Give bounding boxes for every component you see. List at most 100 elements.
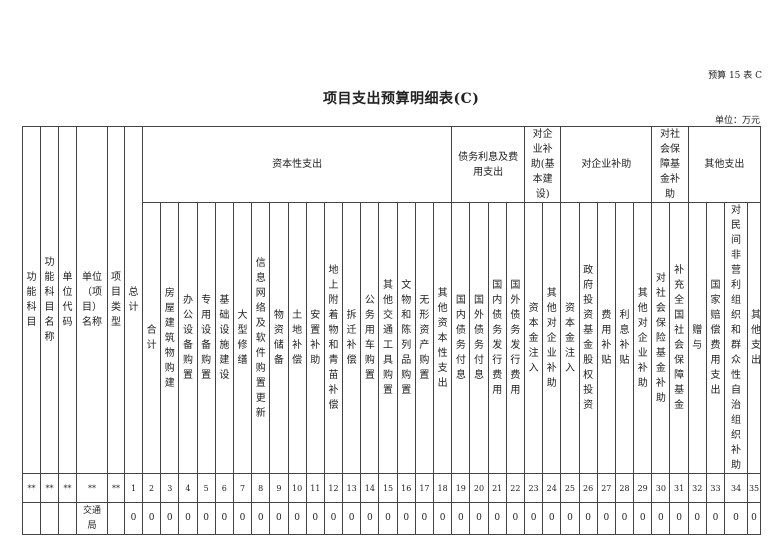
cell-value: 0	[596, 502, 616, 535]
column-number: 23	[523, 473, 544, 503]
column-number: 27	[596, 473, 616, 503]
header-total: 总计	[124, 126, 143, 474]
cell-value: 0	[542, 502, 562, 535]
cell-value: 0	[160, 502, 180, 535]
header-column: 公务用车购置	[360, 202, 380, 474]
unit-label: 单位：万元	[714, 116, 760, 126]
column-number: 12	[323, 473, 344, 503]
cell-function-name	[40, 502, 59, 535]
cell-value: 0	[747, 502, 762, 535]
column-number: 32	[687, 473, 707, 503]
code-marker: **	[76, 473, 108, 503]
table-row: 交通局 0 0 0 0 0 0 0 0 0 0 0 0 0 0 0 0 0 0 0 0 0 0 0 0 0 0 0 0 0 0 0 0 0 0 0	[22, 502, 762, 535]
column-number: 34	[724, 473, 749, 503]
cell-value: 0	[578, 502, 598, 535]
header-column: 国外债务发行费用	[505, 202, 525, 474]
column-number: 30	[651, 473, 671, 503]
header-function-name: 功能科目名称	[40, 126, 59, 474]
column-number: 13	[342, 473, 362, 503]
column-number: 21	[487, 473, 507, 503]
header-column: 对民间非营利组织和群众性自治组织补助	[724, 202, 749, 474]
cell-value: 0	[214, 502, 234, 535]
header-column: 基础设施建设	[214, 202, 234, 474]
header-group: 债务利息及费用支出	[451, 126, 525, 203]
cell-value: 0	[505, 502, 525, 535]
column-number: 18	[432, 473, 453, 503]
cell-unit-code	[58, 502, 77, 535]
cell-value: 0	[669, 502, 689, 535]
column-number: 3	[160, 473, 180, 503]
column-number: 35	[747, 473, 762, 503]
header-column: 信息网络及软件购置更新	[251, 202, 271, 474]
header-column: 利息补贴	[614, 202, 635, 474]
header-column: 合计	[141, 202, 162, 474]
cell-value: 0	[196, 502, 216, 535]
column-number: 15	[378, 473, 398, 503]
header-column: 国外债务付息	[469, 202, 489, 474]
cell-value: 0	[560, 502, 580, 535]
form-number: 预算 15 表 C	[708, 71, 762, 81]
cell-value: 0	[523, 502, 544, 535]
cell-value: 0	[141, 502, 162, 535]
column-number: 4	[178, 473, 198, 503]
header-unit-code: 单位代码	[58, 126, 77, 474]
cell-unit-name: 交通局	[76, 502, 108, 535]
column-number: 22	[505, 473, 525, 503]
header-group-row: 功能科目 功能科目名称 单位代码 单位（项目）名称 项目类型 总计 资本性支出债…	[22, 126, 762, 474]
header-column: 国家赔偿费用支出	[705, 202, 726, 474]
column-number: 16	[396, 473, 416, 503]
header-column: 资本金注入	[560, 202, 580, 474]
column-number: 20	[469, 473, 489, 503]
header-function-code: 功能科目	[22, 126, 41, 474]
column-number: 17	[414, 473, 435, 503]
cell-value: 0	[178, 502, 198, 535]
header-group: 资本性支出	[141, 126, 453, 203]
cell-value: 0	[232, 502, 253, 535]
header-column: 大型修缮	[232, 202, 253, 474]
header-column: 专用设备购置	[196, 202, 216, 474]
column-number: 2	[141, 473, 162, 503]
column-number: 5	[196, 473, 216, 503]
column-number: 10	[287, 473, 307, 503]
code-marker: **	[107, 473, 125, 503]
header-column: 文物和陈列品购置	[396, 202, 416, 474]
cell-value: 0	[414, 502, 435, 535]
header-group: 对企业补助	[560, 126, 653, 203]
header-column: 拆迁补偿	[342, 202, 362, 474]
column-number: 29	[633, 473, 653, 503]
cell-value: 0	[287, 502, 307, 535]
cell-value: 0	[469, 502, 489, 535]
header-column: 地上附着物和青苗补偿	[323, 202, 344, 474]
cell-value: 0	[432, 502, 453, 535]
header-column: 资本金注入	[523, 202, 544, 474]
header-column: 补充全国社会保障基金	[669, 202, 689, 474]
header-column: 其他交通工具购置	[378, 202, 398, 474]
header-column: 其他支出	[747, 202, 762, 474]
column-number: 33	[705, 473, 726, 503]
header-column: 无形资产购置	[414, 202, 435, 474]
column-number: 14	[360, 473, 380, 503]
cell-value: 0	[396, 502, 416, 535]
cell-value: 0	[724, 502, 749, 535]
header-column: 国内债务发行费用	[487, 202, 507, 474]
column-number: 31	[669, 473, 689, 503]
cell-value: 0	[342, 502, 362, 535]
code-marker: **	[22, 473, 41, 503]
column-number: 8	[251, 473, 271, 503]
code-marker: **	[40, 473, 59, 503]
header-column: 其他对企业补助	[633, 202, 653, 474]
header-column: 费用补贴	[596, 202, 616, 474]
header-column: 房屋建筑物购建	[160, 202, 180, 474]
column-number: 6	[214, 473, 234, 503]
page-title: 项目支出预算明细表(C)	[323, 91, 480, 107]
code-row: ** ** ** ** ** 1 2 3 4 5 6 7 8 9 10 11 12 13 14 15 16 17 18 19 2…	[22, 473, 762, 503]
header-column: 安置补助	[305, 202, 325, 474]
cell-value: 0	[487, 502, 507, 535]
header-column: 对社会保险基金补助	[651, 202, 671, 474]
cell-value: 0	[705, 502, 726, 535]
header-column: 国内债务付息	[451, 202, 471, 474]
column-number: 26	[578, 473, 598, 503]
column-number: 11	[305, 473, 325, 503]
header-group: 其他支出	[687, 126, 762, 203]
cell-value: 0	[687, 502, 707, 535]
